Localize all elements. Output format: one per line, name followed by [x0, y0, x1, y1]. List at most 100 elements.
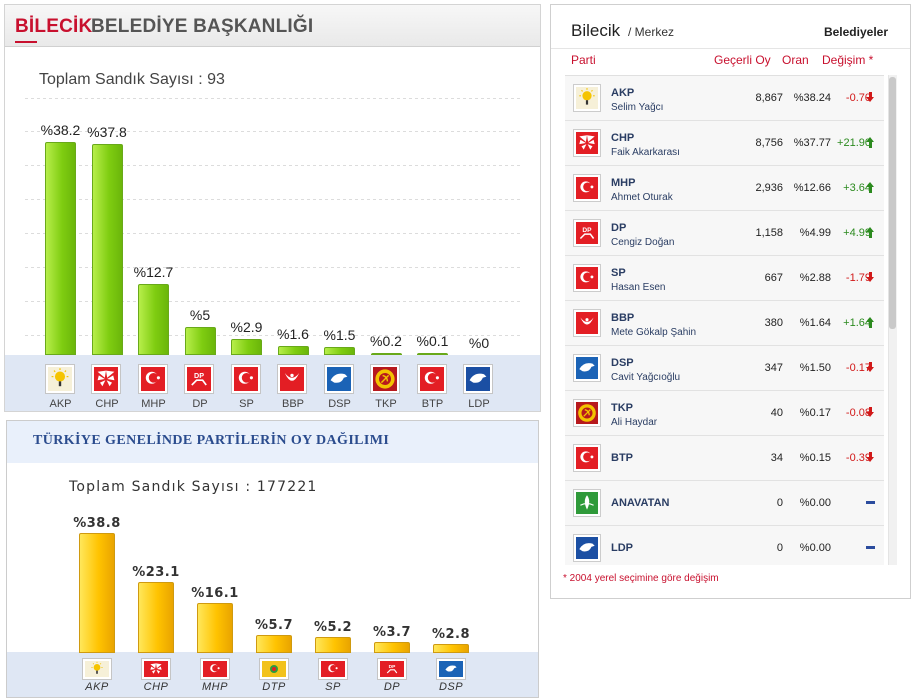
national-value-label-sp: %5.2 — [313, 619, 353, 635]
dash-icon — [865, 542, 877, 554]
mhp-logo-icon — [137, 364, 168, 394]
party-name: MHP — [611, 177, 636, 189]
gridline — [25, 131, 520, 132]
chp-logo-icon — [91, 364, 121, 394]
anavatan-logo-icon — [573, 489, 601, 517]
value-label-dp: %5 — [189, 307, 211, 324]
vote-rate: %37.77 — [793, 137, 831, 149]
arrow-down-icon — [865, 362, 877, 374]
akp-logo-icon — [573, 84, 601, 112]
candidate-name: Faik Akarkarası — [611, 147, 680, 158]
national-category-label-dtp: DTP — [262, 681, 286, 693]
dp-logo-icon: DP — [184, 364, 214, 394]
national-distribution-panel: TÜRKİYE GENELİNDE PARTİLERİN OY DAĞILIMI… — [6, 420, 539, 698]
table-row[interactable]: TKP Ali Haydar 40 %0.17 -0.08 — [565, 391, 884, 436]
column-header-party: Parti — [571, 53, 596, 67]
vote-change: +1.64 — [843, 317, 871, 329]
valid-votes: 0 — [776, 542, 783, 554]
arrow-down-icon — [865, 407, 877, 419]
valid-votes: 34 — [770, 452, 783, 464]
vote-rate: %0.17 — [799, 407, 831, 419]
party-name: DP — [611, 222, 627, 234]
candidate-name: Hasan Esen — [611, 282, 666, 293]
party-name: DSP — [611, 357, 634, 369]
value-label-dsp: %1.5 — [323, 326, 356, 343]
valid-votes: 40 — [770, 407, 783, 419]
table-row[interactable]: ANAVATAN 0 %0.00 — [565, 481, 884, 526]
valid-votes: 2,936 — [755, 182, 783, 194]
tkp-logo-icon — [573, 399, 601, 427]
value-label-btp: %0.1 — [416, 333, 449, 349]
national-dtp-logo-icon — [259, 658, 289, 680]
national-category-label-mhp: MHP — [202, 681, 228, 693]
results-list[interactable]: AKP Selim Yağcı 8,867 %38.24 -0.70 CHP Faik Ak… — [565, 75, 884, 565]
category-label-mhp: MHP — [141, 398, 166, 410]
table-row[interactable]: BTP 34 %0.15 -0.39 — [565, 436, 884, 481]
gridline — [25, 301, 520, 302]
ldp-logo-icon — [463, 364, 493, 394]
akp-logo-icon — [44, 364, 75, 394]
value-label-tkp: %0.2 — [370, 333, 402, 349]
national-dsp-logo-icon — [436, 658, 466, 680]
table-row[interactable]: SP Hasan Esen 667 %2.88 -1.79 — [565, 256, 884, 301]
national-value-label-dtp: %5.7 — [254, 618, 294, 634]
arrow-up-icon — [865, 227, 877, 239]
bbp-logo-icon — [573, 309, 601, 337]
category-label-chp: CHP — [95, 398, 119, 410]
candidate-name: Cengiz Doğan — [611, 237, 675, 248]
national-sp-logo-icon — [318, 658, 348, 680]
mhp-logo-icon — [573, 174, 601, 202]
national-value-label-chp: %23.1 — [132, 564, 180, 580]
bar-tkp — [370, 353, 402, 355]
panel-title-city: BİLECİK — [15, 16, 93, 37]
bar-dp — [184, 327, 216, 355]
candidate-name: Ali Haydar — [611, 417, 658, 428]
municipal-panel-header: BİLECİK BELEDİYE BAŞKANLIĞI — [5, 5, 540, 47]
tkp-logo-icon — [370, 364, 400, 394]
sp-logo-icon — [573, 264, 601, 292]
national-value-label-dsp: %2.8 — [431, 627, 471, 643]
valid-votes: 8,867 — [755, 92, 783, 104]
results-table-panel: Bilecik / Merkez Belediyeler Parti Geçer… — [550, 4, 911, 599]
municipal-results-panel: BİLECİK BELEDİYE BAŞKANLIĞI Toplam Sandı… — [4, 4, 541, 412]
ballot-box-count: Toplam Sandık Sayısı : 93 — [39, 71, 225, 88]
national-chp-logo-icon — [141, 658, 171, 680]
value-label-ldp: %0 — [468, 335, 490, 351]
table-row[interactable]: BBP Mete Gökalp Şahin 380 %1.64 +1.64 — [565, 301, 884, 346]
bar-btp — [417, 353, 448, 355]
party-name: TKP — [611, 402, 633, 414]
candidate-name: Cavit Yağcıoğlu — [611, 372, 681, 383]
national-value-label-mhp: %16.1 — [191, 586, 239, 602]
gridline — [25, 267, 520, 268]
panel-title-office: BELEDİYE BAŞKANLIĞI — [91, 16, 314, 37]
vote-rate: %12.66 — [793, 182, 831, 194]
results-scrollbar-thumb[interactable] — [889, 77, 896, 329]
dash-icon — [865, 497, 877, 509]
table-row[interactable]: DSP Cavit Yağcıoğlu 347 %1.50 -0.17 — [565, 346, 884, 391]
table-row[interactable]: AKP Selim Yağcı 8,867 %38.24 -0.70 — [565, 76, 884, 121]
valid-votes: 347 — [764, 362, 783, 374]
dp-logo-icon: DP — [573, 219, 601, 247]
value-label-bbp: %1.6 — [277, 326, 309, 343]
sp-logo-icon — [230, 364, 261, 394]
arrow-down-icon — [865, 272, 877, 284]
table-row[interactable]: MHP Ahmet Oturak 2,936 %12.66 +3.64 — [565, 166, 884, 211]
tab-belediyeler[interactable]: Belediyeler — [823, 25, 888, 39]
national-panel-title: TÜRKİYE GENELİNDE PARTİLERİN OY DAĞILIMI — [33, 433, 390, 448]
national-ballot-box-count: Toplam Sandık Sayısı : 177221 — [69, 479, 318, 495]
category-label-ldp: LDP — [468, 398, 490, 410]
title-accent-line — [15, 41, 37, 43]
table-row[interactable]: LDP 0 %0.00 — [565, 526, 884, 565]
vote-rate: %0.00 — [799, 542, 831, 554]
vote-rate: %0.15 — [799, 452, 831, 464]
table-row[interactable]: CHP Faik Akarkarası 8,756 %37.77 +21.90 — [565, 121, 884, 166]
svg-text:DP: DP — [194, 371, 204, 380]
category-label-dsp: DSP — [328, 398, 351, 410]
column-header-rate: Oran — [782, 53, 809, 67]
table-row[interactable]: DP DP Cengiz Doğan 1,158 %4.99 +4.99 — [565, 211, 884, 256]
category-label-dp: DP — [192, 398, 208, 410]
vote-change: +3.64 — [843, 182, 871, 194]
vote-rate: %1.50 — [799, 362, 831, 374]
category-label-btp: BTP — [421, 398, 444, 410]
national-bar-sp — [315, 636, 351, 653]
